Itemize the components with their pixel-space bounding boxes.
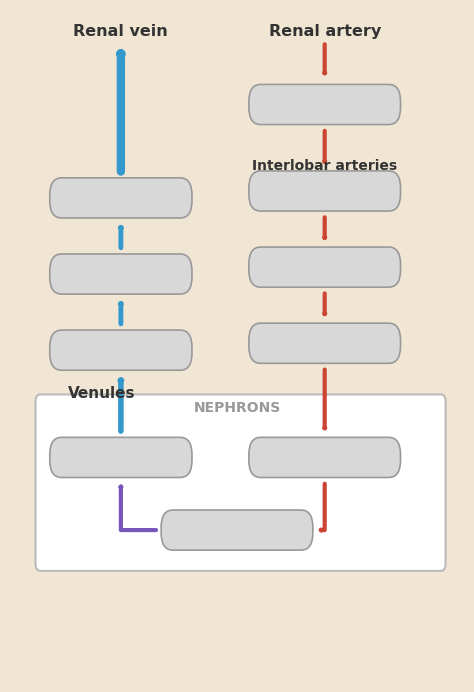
- FancyBboxPatch shape: [50, 254, 192, 294]
- FancyBboxPatch shape: [249, 323, 401, 363]
- FancyBboxPatch shape: [50, 437, 192, 477]
- FancyBboxPatch shape: [249, 437, 401, 477]
- FancyBboxPatch shape: [249, 84, 401, 125]
- FancyBboxPatch shape: [161, 510, 313, 550]
- Text: Interlobar arteries: Interlobar arteries: [252, 159, 397, 173]
- FancyBboxPatch shape: [249, 171, 401, 211]
- Text: Renal artery: Renal artery: [269, 24, 381, 39]
- FancyBboxPatch shape: [50, 178, 192, 218]
- Text: NEPHRONS: NEPHRONS: [193, 401, 281, 415]
- FancyBboxPatch shape: [36, 394, 446, 571]
- FancyBboxPatch shape: [50, 330, 192, 370]
- Text: Venules: Venules: [68, 385, 136, 401]
- Text: Renal vein: Renal vein: [73, 24, 168, 39]
- FancyBboxPatch shape: [249, 247, 401, 287]
